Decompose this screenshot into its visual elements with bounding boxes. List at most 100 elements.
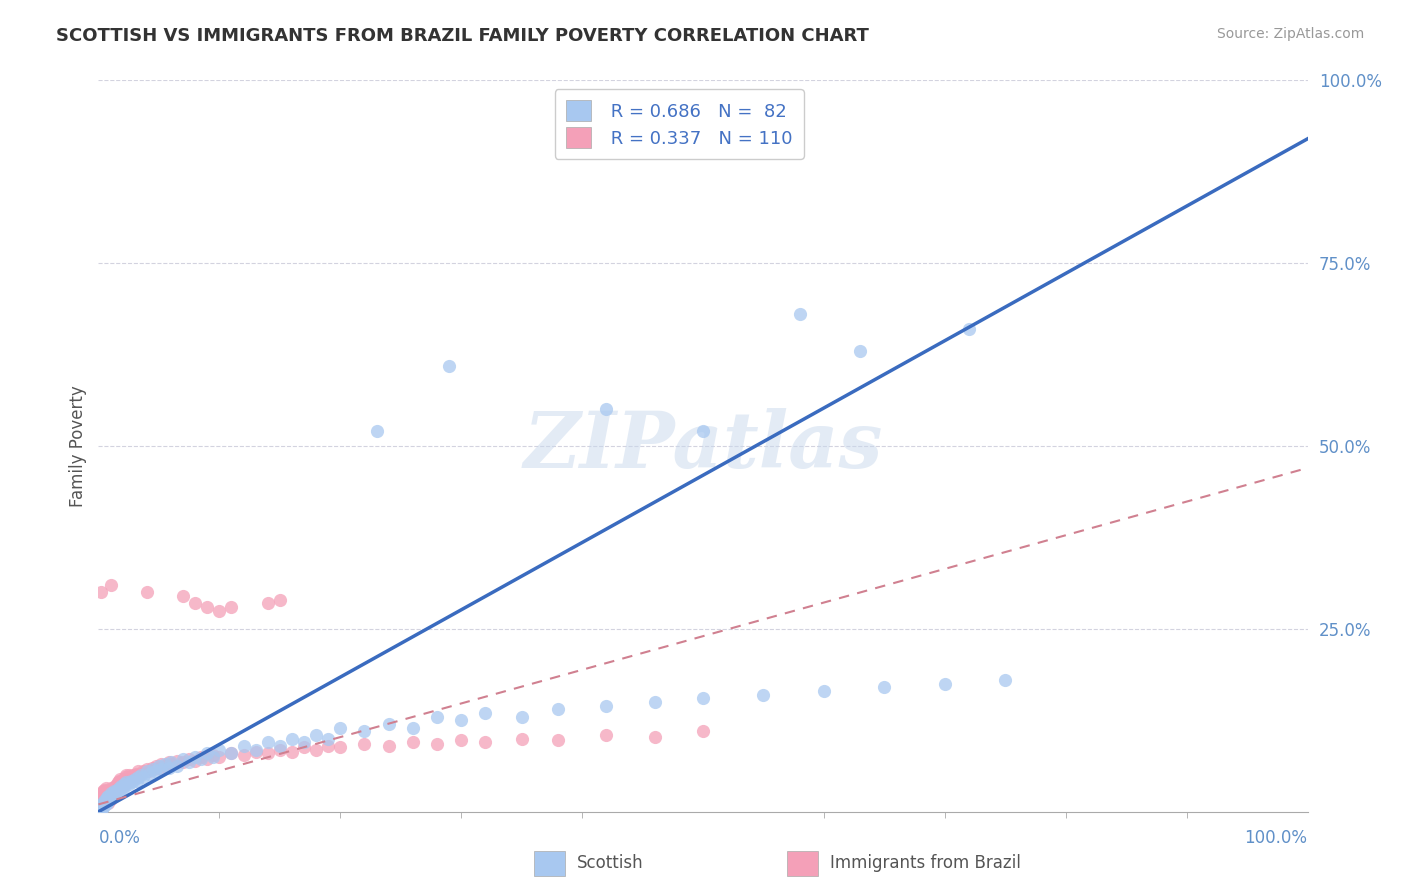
Point [329,740,352,755]
Point [114,775,136,789]
Point [94,787,117,801]
Point [118,772,141,786]
Point [172,752,194,766]
Point [142,762,165,776]
Point [111,781,134,796]
Point [103,787,125,801]
Point [93,794,115,808]
Point [112,777,135,791]
Point [172,755,194,769]
Point [281,731,304,746]
Point [90,798,112,813]
Point [105,782,128,797]
Text: Immigrants from Brazil: Immigrants from Brazil [830,855,1021,872]
Point [166,759,188,773]
Point [91,787,114,801]
Point [103,784,125,798]
Point [89,801,111,815]
Text: Scottish: Scottish [576,855,643,872]
Point [120,770,142,784]
Point [91,800,114,814]
Point [94,791,117,805]
Point [644,695,666,709]
Point [97,791,120,805]
Point [96,796,118,810]
Point [101,782,124,797]
Point [202,747,225,762]
Point [150,757,173,772]
Point [91,784,114,798]
Point [595,402,617,417]
Point [138,764,160,779]
Point [90,790,112,805]
Point [166,754,188,768]
Point [145,759,167,773]
Point [93,794,115,808]
Point [90,585,112,599]
Point [112,772,135,786]
Point [208,749,231,764]
Point [104,784,127,798]
Point [89,797,111,812]
Point [190,749,212,764]
Point [91,798,114,813]
Point [127,770,149,784]
Point [100,790,122,805]
Point [221,746,243,760]
Point [105,782,128,797]
Point [118,774,141,789]
Point [127,768,149,782]
Point [124,772,146,786]
Point [184,749,207,764]
Text: ZIPatlas: ZIPatlas [523,408,883,484]
Point [595,698,617,713]
Point [692,724,714,739]
Point [994,673,1017,687]
Point [305,728,328,742]
Point [115,775,138,789]
Point [510,731,533,746]
Point [120,774,142,789]
Point [172,589,194,603]
Point [450,733,472,747]
Point [437,359,460,373]
Point [122,768,145,782]
Point [108,777,131,791]
Point [114,779,136,793]
Point [93,789,115,803]
Point [91,796,114,810]
Point [121,772,143,786]
Point [160,757,183,772]
Point [103,781,125,796]
Point [124,770,146,784]
Point [202,749,225,764]
Point [547,733,569,747]
Point [97,796,120,810]
Point [305,742,328,756]
Point [89,801,111,815]
Point [316,731,339,746]
Point [98,794,121,808]
Point [111,774,134,789]
Point [184,596,207,610]
Point [90,794,112,808]
Point [118,777,141,791]
Point [232,739,254,753]
Point [91,791,114,805]
Point [96,794,118,808]
Point [97,794,120,808]
Point [108,781,131,796]
Point [108,779,131,793]
Point [813,684,835,698]
Text: 100.0%: 100.0% [1244,829,1308,847]
Point [98,789,121,803]
Point [104,779,127,793]
Point [256,596,278,610]
Point [104,787,127,801]
Point [107,781,129,796]
Point [353,738,375,752]
Point [934,676,956,690]
Point [692,425,714,439]
Point [118,768,141,782]
Point [752,688,775,702]
